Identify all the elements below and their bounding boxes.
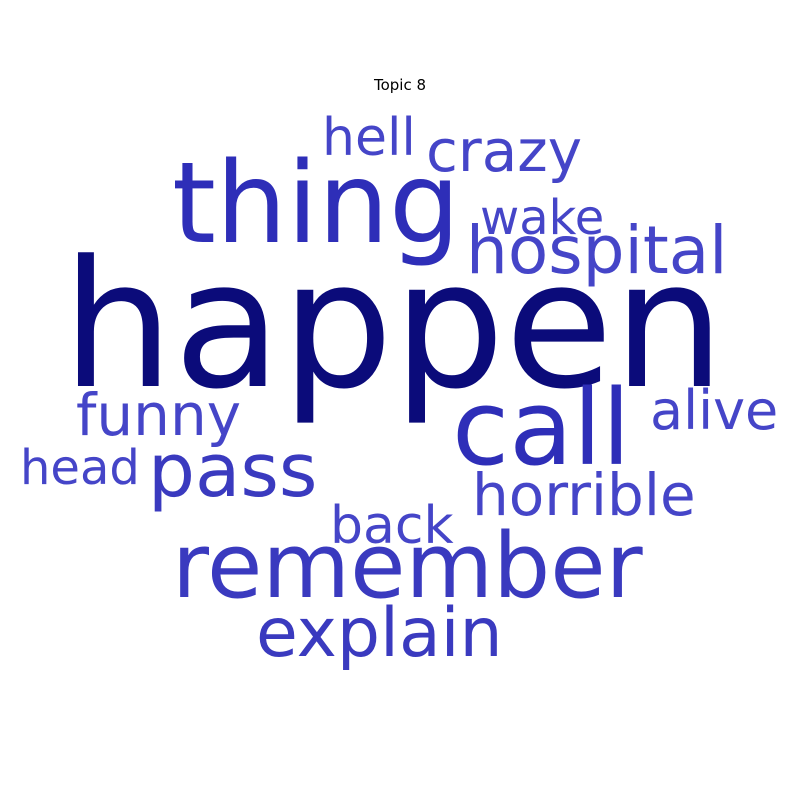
word-head: head: [20, 440, 140, 496]
word-happen: happen: [62, 223, 725, 428]
word-hell: hell: [322, 108, 416, 168]
word-hospital: hospital: [466, 212, 728, 289]
word-wake: wake: [480, 190, 605, 246]
word-call: call: [452, 367, 631, 489]
word-thing: thing: [172, 139, 461, 269]
word-remember: remember: [172, 514, 643, 619]
word-pass: pass: [148, 428, 318, 514]
word-explain: explain: [256, 594, 503, 673]
word-crazy: crazy: [426, 117, 583, 185]
word-back: back: [330, 496, 454, 556]
word-funny: funny: [76, 381, 242, 449]
word-alive: alive: [650, 379, 779, 442]
chart-title: Topic 8: [373, 76, 427, 94]
word-horrible: horrible: [472, 461, 696, 529]
